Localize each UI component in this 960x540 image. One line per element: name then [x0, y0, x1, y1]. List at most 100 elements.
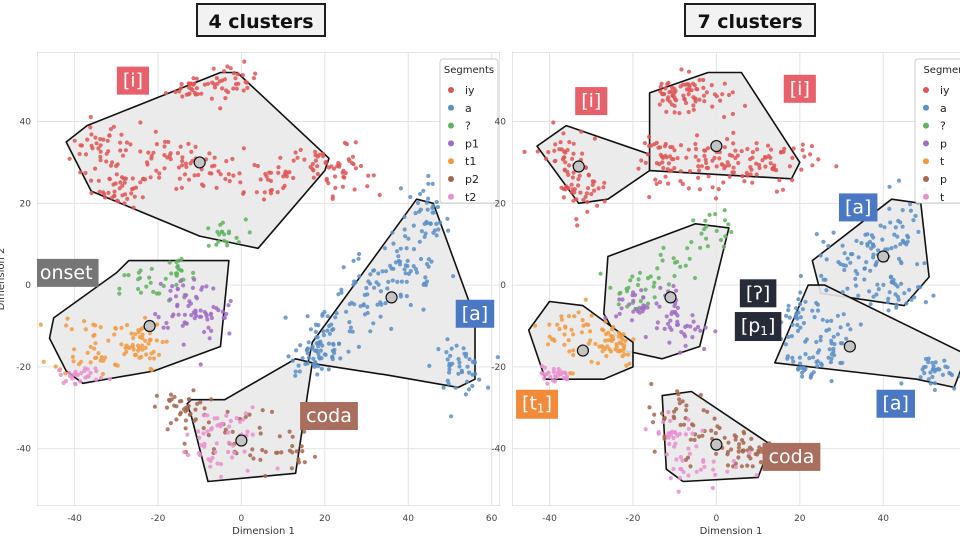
y-tick-label: 0 — [500, 281, 506, 291]
data-point — [240, 73, 245, 78]
data-point — [173, 294, 179, 299]
data-point — [645, 305, 650, 310]
data-point — [371, 321, 376, 326]
data-point — [346, 349, 351, 354]
data-point — [132, 194, 137, 199]
data-point — [814, 339, 819, 345]
x-tick-label: 20 — [794, 514, 806, 524]
data-point — [195, 401, 200, 406]
data-point — [568, 371, 573, 376]
data-point — [675, 156, 680, 161]
data-point — [163, 276, 168, 281]
data-point — [603, 338, 608, 343]
data-point — [760, 158, 765, 163]
data-point — [93, 341, 98, 346]
data-point — [829, 379, 834, 384]
data-point — [689, 88, 694, 93]
cluster-label: [a] — [876, 389, 915, 418]
data-point — [647, 134, 652, 139]
data-point — [827, 347, 832, 352]
data-point — [798, 315, 804, 320]
legend-entry: t1 — [465, 155, 476, 168]
data-point — [667, 340, 672, 345]
data-point — [242, 449, 247, 454]
data-point — [174, 273, 179, 278]
data-point — [113, 181, 118, 186]
data-point — [722, 114, 727, 120]
data-point — [683, 432, 689, 437]
data-point — [294, 348, 299, 353]
data-point — [65, 316, 70, 321]
data-point — [560, 157, 566, 162]
data-point — [745, 146, 750, 152]
data-point — [435, 204, 441, 210]
data-point — [92, 332, 97, 338]
data-point — [704, 160, 709, 166]
data-point — [675, 389, 680, 394]
data-point — [581, 323, 586, 328]
data-point — [714, 164, 719, 169]
data-point — [668, 318, 673, 323]
data-point — [800, 142, 805, 147]
cluster-label-box — [734, 312, 782, 342]
data-point — [701, 77, 706, 83]
data-point — [83, 152, 89, 157]
data-point — [733, 465, 739, 470]
data-point — [251, 456, 256, 461]
data-point — [214, 76, 219, 81]
data-point — [598, 271, 603, 276]
data-point — [652, 449, 657, 454]
data-point — [389, 266, 394, 271]
data-point — [111, 124, 116, 129]
data-point — [566, 338, 571, 343]
data-point — [652, 280, 657, 285]
legend-marker — [923, 104, 929, 111]
cluster-label-box — [455, 299, 495, 328]
data-point — [411, 247, 417, 252]
data-point — [88, 360, 93, 365]
data-point — [678, 455, 683, 460]
data-point — [284, 174, 289, 179]
data-point — [701, 93, 707, 98]
data-point — [686, 82, 692, 87]
data-point — [465, 379, 470, 384]
data-point — [589, 359, 594, 364]
data-point — [639, 158, 644, 163]
data-point — [688, 324, 693, 329]
series-t1 — [38, 315, 169, 377]
data-point — [153, 129, 158, 134]
data-point — [154, 168, 159, 173]
data-point — [457, 364, 462, 369]
data-point — [230, 429, 235, 434]
data-point — [572, 314, 577, 319]
data-point — [800, 374, 805, 379]
data-point — [94, 355, 99, 360]
data-point — [668, 154, 673, 159]
data-point — [584, 191, 590, 196]
data-point — [67, 370, 72, 375]
data-point — [754, 473, 759, 478]
data-point — [698, 467, 704, 472]
data-point — [226, 449, 231, 455]
data-point — [58, 372, 63, 377]
data-point — [156, 315, 161, 320]
data-point — [693, 99, 698, 104]
data-point — [753, 451, 758, 457]
data-point — [842, 267, 847, 273]
data-point — [820, 317, 825, 322]
data-point — [720, 92, 725, 97]
data-point — [209, 426, 214, 431]
legend-entry: p2 — [465, 173, 479, 186]
data-point — [204, 284, 209, 289]
data-point — [658, 180, 663, 185]
data-point — [636, 277, 641, 282]
data-point — [231, 443, 236, 448]
data-point — [556, 367, 561, 372]
data-point — [795, 322, 800, 328]
data-point — [694, 86, 699, 92]
data-point — [94, 377, 99, 382]
data-point — [683, 100, 689, 106]
data-point — [732, 433, 737, 438]
data-point — [317, 152, 322, 157]
data-point — [620, 297, 625, 302]
